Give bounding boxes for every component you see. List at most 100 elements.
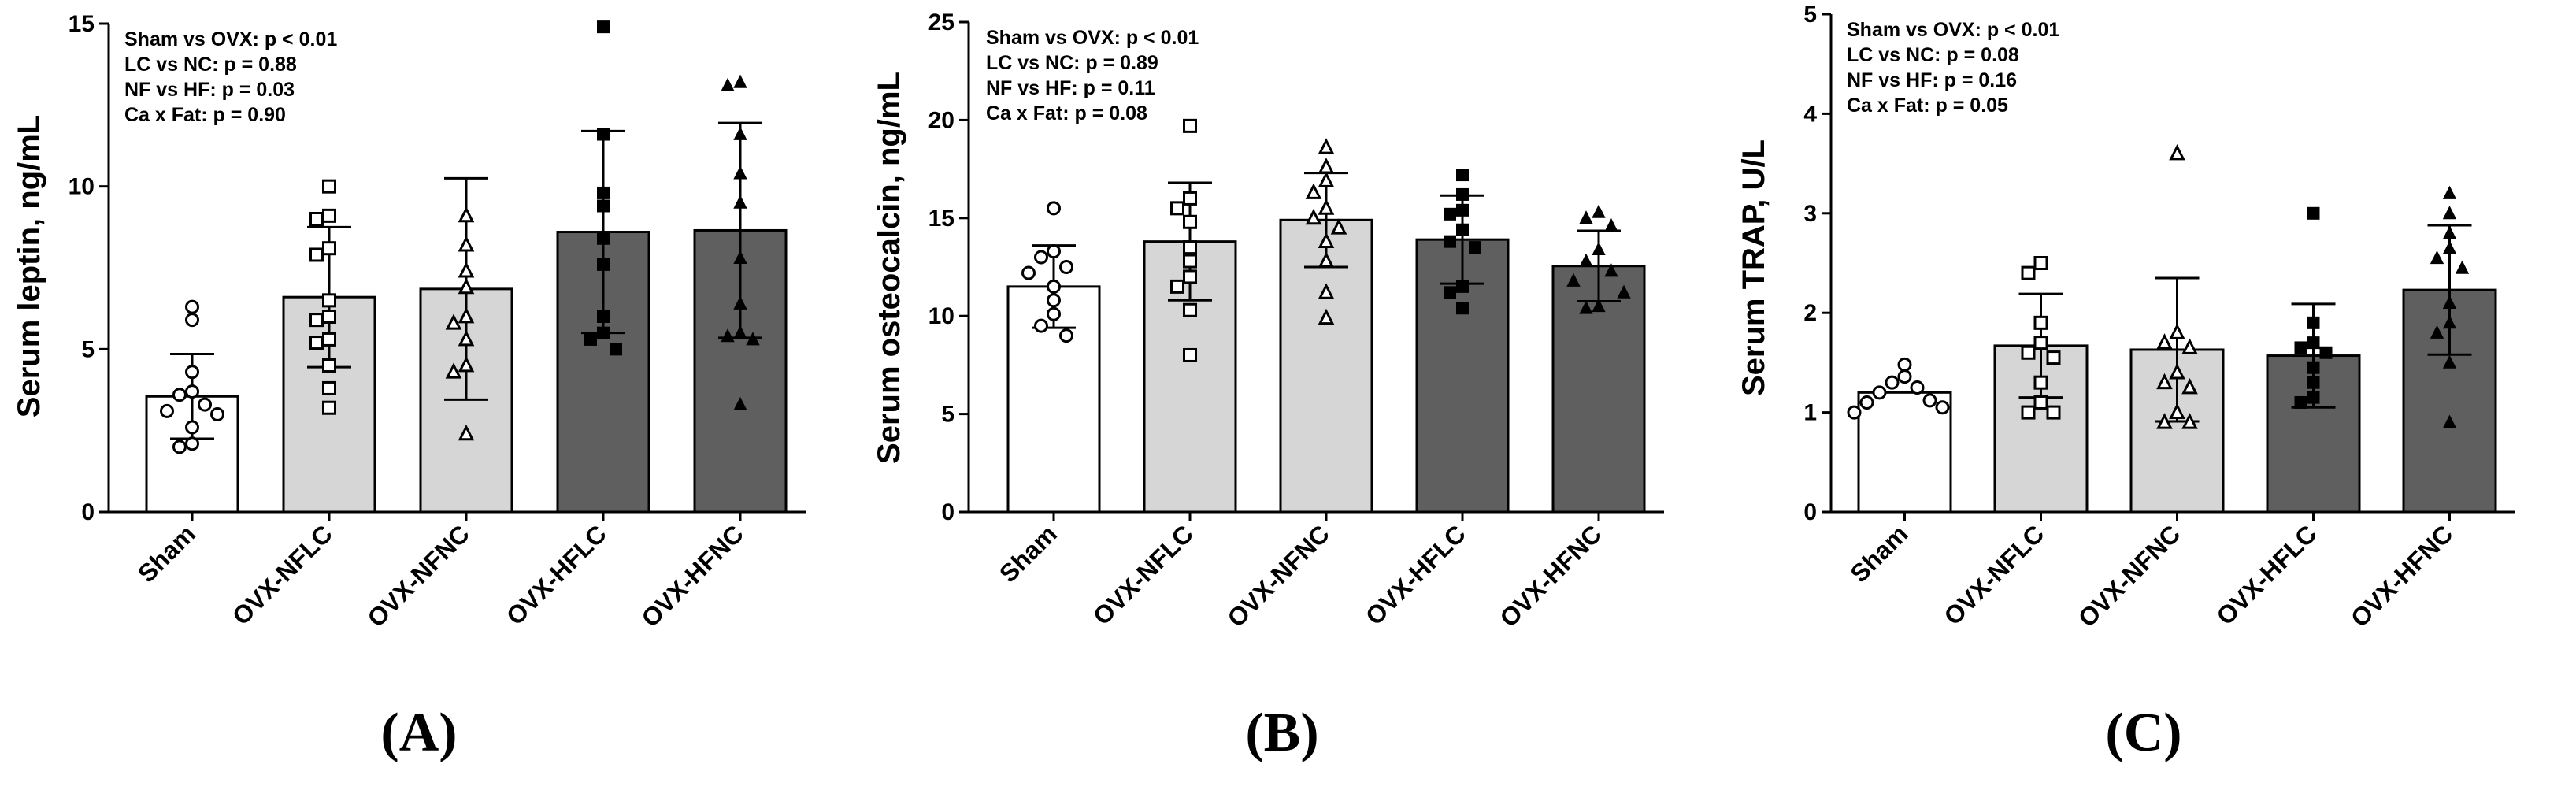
panel-a: Serum leptin, ng/mL (A) [12,115,458,763]
point-a-2-7 [458,356,475,373]
panel-b-letter: (B) [1245,703,1318,763]
point-b-4-8 [1592,299,1606,313]
point-b-0-6 [1047,293,1061,308]
point-a-1-11 [322,380,336,395]
point-b-1-4 [1183,240,1197,255]
point-a-1-4 [309,247,324,262]
point-a-2-9 [458,424,475,441]
point-c-0-2 [1885,375,1900,390]
point-b-4-9 [1579,300,1593,314]
y-tick-label-c-3: 3 [1803,201,1817,227]
point-c-3-3 [2294,341,2307,354]
point-b-2-8 [1318,251,1335,268]
point-a-4-10 [733,396,747,410]
point-a-4-5 [733,250,747,264]
stat-annotation-c-0: Sham vs OVX: p < 0.01 [1847,19,2059,41]
x-tick-label-c-4: OVX-HFNC [2345,519,2459,632]
point-a-4-2 [733,126,747,140]
point-b-4-2 [1604,218,1618,232]
point-b-0-4 [1021,265,1036,280]
point-b-0-3 [1059,260,1073,274]
point-c-0-3 [1910,380,1925,395]
point-a-2-2 [458,261,475,278]
point-b-0-9 [1059,328,1073,343]
stat-annotation-a-2: NF vs HF: p = 0.03 [124,79,295,101]
y-tick-label-b-0: 0 [941,499,954,525]
point-b-1-1 [1183,191,1197,206]
point-c-2-0 [2169,144,2185,161]
point-c-2-8 [2156,413,2173,429]
point-c-4-7 [2442,315,2457,329]
point-c-3-0 [2307,206,2320,220]
point-a-3-2 [597,186,610,199]
point-b-0-5 [1047,279,1061,294]
y-tick-label-c-1: 1 [1803,400,1817,426]
y-tick-label-a-3: 15 [69,11,95,37]
bar-c-0 [1857,391,1952,514]
point-a-3-1 [597,128,610,141]
point-c-2-3 [2181,338,2198,354]
point-c-1-9 [2046,405,2061,420]
point-a-0-9 [185,436,199,451]
point-a-0-2 [185,365,199,380]
point-c-4-8 [2430,325,2444,339]
point-c-2-7 [2169,402,2185,419]
point-b-2-2 [1318,171,1335,187]
panel-a-letter: (A) [380,703,457,763]
x-tick-label-c-3: OVX-HFLC [2211,519,2322,630]
point-c-0-8 [1847,405,1862,420]
point-a-0-7 [210,407,224,421]
point-a-0-5 [198,397,212,412]
point-a-3-8 [584,332,597,346]
point-c-3-8 [2294,395,2307,409]
point-a-0-0 [185,299,199,314]
point-a-4-7 [733,325,747,339]
x-tick-label-b-2: OVX-NFNC [1221,519,1335,632]
point-b-0-2 [1034,250,1048,265]
point-a-0-4 [172,388,187,402]
point-b-0-8 [1034,318,1048,333]
point-b-1-6 [1183,269,1197,284]
point-a-1-6 [322,310,336,324]
x-tick-label-a-3: OVX-HFLC [501,519,612,630]
point-a-4-1 [721,77,735,91]
point-a-2-0 [458,206,475,223]
point-a-0-6 [160,403,174,418]
point-b-1-0 [1183,118,1197,133]
point-a-0-3 [185,384,199,399]
point-a-1-0 [322,179,336,194]
point-c-0-7 [1935,400,1950,415]
point-c-2-2 [2156,333,2173,350]
y-tick-label-c-0: 0 [1803,499,1817,525]
point-c-0-4 [1872,385,1887,400]
point-b-2-6 [1330,218,1347,235]
point-c-2-9 [2181,413,2198,429]
panel-c: Serum TRAP, U/L (C) [1736,139,2182,763]
x-tick-label-c-1: OVX-NFLC [1938,519,2049,630]
point-c-4-10 [2442,414,2457,428]
point-b-2-10 [1318,308,1335,325]
point-b-1-9 [1183,347,1197,362]
point-b-2-4 [1318,198,1335,215]
x-tick-label-c-2: OVX-NFNC [2073,519,2186,632]
stat-annotation-a-1: LC vs NC: p = 0.88 [124,54,297,76]
point-a-1-2 [309,212,324,226]
point-a-2-6 [458,329,475,347]
point-c-4-4 [2430,250,2444,265]
y-tick-label-a-1: 5 [81,336,95,362]
point-c-2-5 [2156,373,2173,390]
stat-annotation-a-3: Ca x Fat: p = 0.90 [124,104,286,126]
chart-panel-a: 0 5 10 15 Sham OVX-NFLC OVX-NFNC OVX-HFLC OVX-HF… [69,11,806,632]
y-tick-label-c-5: 5 [1803,2,1817,28]
y-tick-label-a-0: 0 [81,499,95,525]
y-tick-label-b-4: 20 [928,107,954,133]
point-b-3-5 [1444,235,1456,248]
point-a-3-5 [597,258,610,271]
point-c-0-6 [1859,395,1874,410]
point-c-3-6 [2307,376,2320,389]
bar-c-4 [2402,288,2497,514]
stat-annotation-b-1: LC vs NC: p = 0.89 [986,52,1158,74]
point-a-1-10 [322,358,336,373]
point-c-4-5 [2455,260,2470,274]
x-tick-label-a-0: Sham [132,519,201,588]
